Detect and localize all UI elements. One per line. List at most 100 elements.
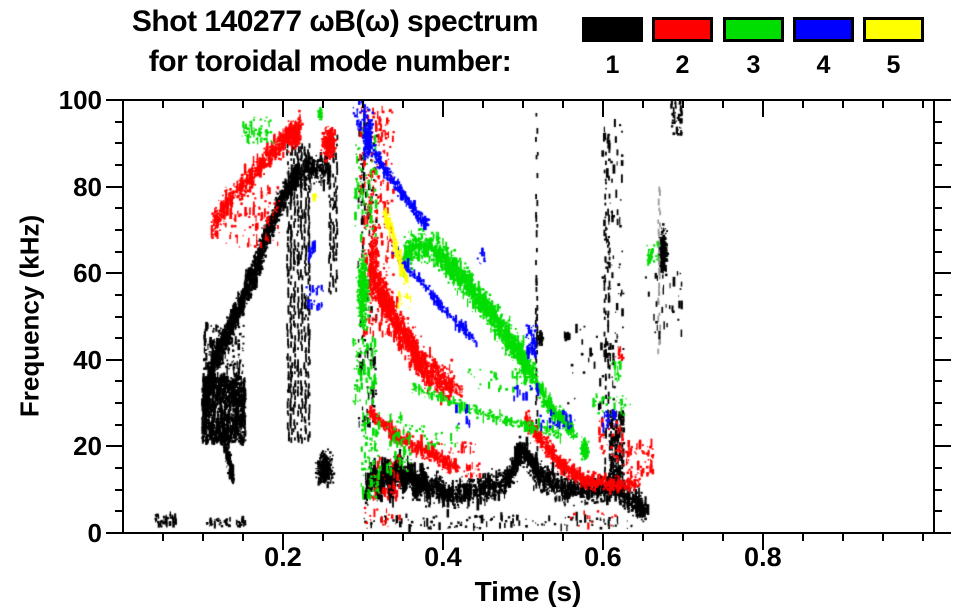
y-minor-tick-right [934, 207, 942, 209]
legend-label-n4: 4 [816, 51, 831, 79]
y-major-tick [106, 186, 123, 188]
x-major-tick [762, 533, 764, 550]
legend-label-n5: 5 [886, 51, 901, 79]
y-minor-tick-right [934, 251, 942, 253]
x-major-tick-top [762, 100, 764, 117]
legend-label-n3: 3 [746, 51, 761, 79]
x-minor-tick [802, 533, 804, 541]
chart-title-line1: Shot 140277 ωB(ω) spectrum [131, 5, 539, 38]
y-tick-label: 0 [87, 518, 102, 548]
y-major-tick-right [934, 445, 951, 447]
y-major-tick-right [934, 532, 951, 534]
x-minor-tick [642, 533, 644, 541]
x-tick-label: 0.4 [424, 542, 462, 572]
x-minor-tick [722, 533, 724, 541]
y-tick-label: 60 [73, 258, 102, 289]
x-minor-tick-top [162, 100, 164, 108]
x-minor-tick [242, 533, 244, 541]
y-tick-label: 20 [73, 431, 102, 462]
y-minor-tick-right [934, 142, 942, 144]
x-tick-label: 0.2 [264, 542, 302, 572]
x-minor-tick-top [922, 100, 924, 108]
y-minor-tick-right [934, 467, 942, 469]
x-minor-tick [482, 533, 484, 541]
y-major-tick [106, 532, 123, 534]
x-minor-tick [562, 533, 564, 541]
x-minor-tick-top [202, 100, 204, 108]
y-minor-tick [115, 251, 123, 253]
y-minor-tick [115, 316, 123, 318]
y-minor-tick [115, 207, 123, 209]
x-minor-tick-top [562, 100, 564, 108]
x-minor-tick-top [642, 100, 644, 108]
x-minor-tick-top [482, 100, 484, 108]
x-tick-label: 0.8 [744, 542, 782, 572]
y-minor-tick-right [934, 121, 942, 123]
y-minor-tick [115, 229, 123, 231]
x-minor-tick-top [682, 100, 684, 108]
x-minor-tick [322, 533, 324, 541]
y-minor-tick [115, 380, 123, 382]
y-minor-tick-right [934, 229, 942, 231]
y-minor-tick [115, 510, 123, 512]
x-minor-tick-top [242, 100, 244, 108]
y-minor-tick [115, 294, 123, 296]
x-major-tick [282, 533, 284, 550]
x-minor-tick [922, 533, 924, 541]
y-minor-tick [115, 402, 123, 404]
spectrogram-canvas [123, 100, 934, 533]
x-major-tick-top [442, 100, 444, 117]
y-major-tick [106, 359, 123, 361]
x-tick-label: 0.6 [584, 542, 622, 572]
y-major-tick [106, 272, 123, 274]
y-major-tick-right [934, 99, 951, 101]
y-minor-tick-right [934, 316, 942, 318]
y-minor-tick [115, 164, 123, 166]
x-major-tick [602, 533, 604, 550]
x-major-tick-top [602, 100, 604, 117]
x-minor-tick [202, 533, 204, 541]
legend-swatch-n4 [793, 17, 854, 42]
x-minor-tick-top [882, 100, 884, 108]
x-minor-tick-top [362, 100, 364, 108]
x-minor-tick [162, 533, 164, 541]
y-major-tick-right [934, 186, 951, 188]
y-major-tick [106, 99, 123, 101]
chart-title-line2: for toroidal mode number: [148, 45, 512, 78]
x-axis-title: Time (s) [474, 576, 582, 607]
x-minor-tick [682, 533, 684, 541]
y-minor-tick-right [934, 489, 942, 491]
y-minor-tick-right [934, 337, 942, 339]
y-minor-tick-right [934, 380, 942, 382]
x-minor-tick [882, 533, 884, 541]
y-minor-tick [115, 489, 123, 491]
y-axis-title: Frequency (kHz) [14, 214, 45, 418]
y-minor-tick [115, 424, 123, 426]
x-minor-tick [522, 533, 524, 541]
y-minor-tick-right [934, 294, 942, 296]
y-major-tick-right [934, 359, 951, 361]
x-minor-tick [402, 533, 404, 541]
y-minor-tick-right [934, 164, 942, 166]
x-minor-tick-top [722, 100, 724, 108]
x-minor-tick [842, 533, 844, 541]
y-tick-label: 100 [58, 85, 102, 115]
y-minor-tick [115, 467, 123, 469]
legend-swatch-n2 [652, 17, 713, 42]
legend-label-n1: 1 [605, 51, 620, 79]
legend-swatch-n1 [582, 17, 643, 42]
y-minor-tick-right [934, 424, 942, 426]
plot-frame [122, 99, 935, 534]
x-minor-tick [362, 533, 364, 541]
y-major-tick [106, 445, 123, 447]
y-tick-label: 40 [73, 344, 102, 375]
x-minor-tick-top [522, 100, 524, 108]
y-minor-tick [115, 337, 123, 339]
x-minor-tick-top [322, 100, 324, 108]
x-major-tick [442, 533, 444, 550]
y-minor-tick [115, 121, 123, 123]
y-minor-tick [115, 142, 123, 144]
legend-label-n2: 2 [675, 51, 690, 79]
legend-swatch-n5 [863, 17, 924, 42]
